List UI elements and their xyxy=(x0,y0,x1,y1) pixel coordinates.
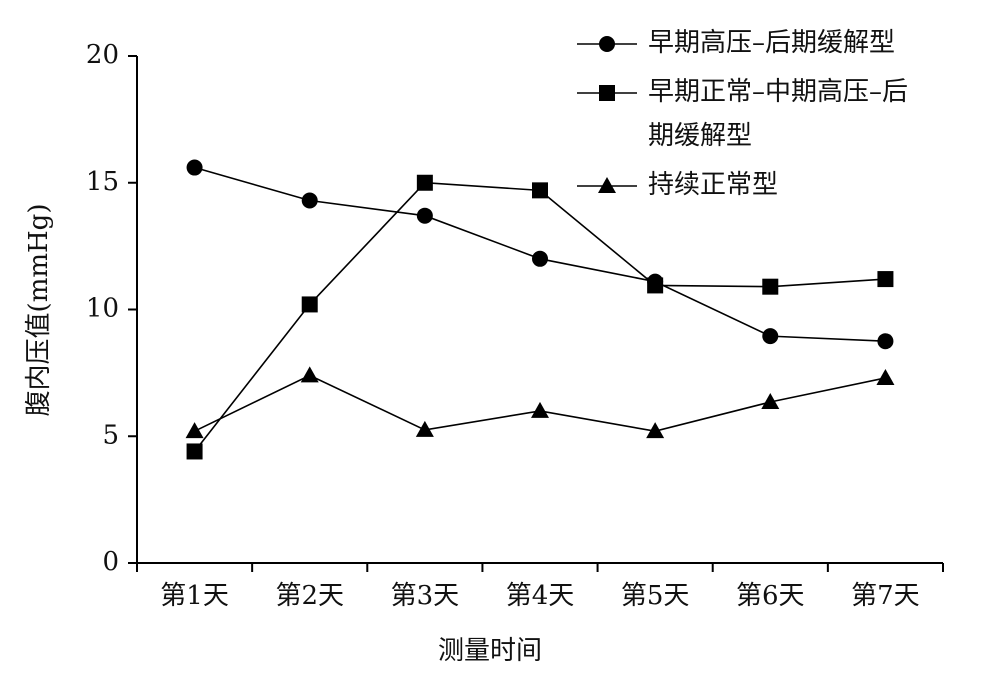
y-axis-label: 腹内压值(mmHg) xyxy=(24,204,54,417)
data-point xyxy=(762,278,779,295)
data-point xyxy=(416,174,433,191)
x-tick-label: 第3天 xyxy=(391,581,460,611)
y-tick-label: 10 xyxy=(86,294,119,324)
data-point xyxy=(532,250,548,267)
x-tick-label: 第7天 xyxy=(851,581,920,611)
data-point xyxy=(531,401,549,418)
y-tick-label: 15 xyxy=(86,167,119,197)
legend-marker xyxy=(599,85,615,101)
legend-label: 早期正常–中期高压–后期缓解型 xyxy=(648,77,908,151)
legend-marker xyxy=(598,177,616,193)
y-tick-label: 5 xyxy=(102,420,119,450)
data-point xyxy=(877,333,894,350)
data-point xyxy=(762,328,779,345)
x-tick-label: 第4天 xyxy=(506,581,575,611)
data-point xyxy=(300,366,319,383)
data-point xyxy=(532,182,548,199)
legend-marker xyxy=(599,36,615,52)
legend-label-line: 早期正常–中期高压–后 xyxy=(648,77,908,107)
x-axis-label: 测量时间 xyxy=(438,636,542,666)
data-point xyxy=(877,271,894,288)
x-tick-label: 第2天 xyxy=(275,581,344,611)
data-point xyxy=(646,422,665,439)
data-point xyxy=(876,368,895,385)
data-point xyxy=(186,443,203,460)
data-point xyxy=(301,192,318,209)
x-tick-label: 第5天 xyxy=(621,581,690,611)
legend-label: 早期高压–后期缓解型 xyxy=(648,28,895,58)
data-point xyxy=(761,393,780,410)
data-point xyxy=(415,420,434,437)
x-tick-label: 第1天 xyxy=(160,581,229,611)
data-point xyxy=(185,422,204,439)
legend-label: 持续正常型 xyxy=(648,170,778,200)
x-tick-label: 第6天 xyxy=(736,581,805,611)
y-tick-label: 20 xyxy=(86,40,119,70)
y-tick-label: 0 xyxy=(102,547,119,577)
data-point xyxy=(301,296,318,313)
data-point xyxy=(647,277,664,294)
data-point xyxy=(186,159,203,176)
data-point xyxy=(416,207,433,224)
legend-label-line: 期缓解型 xyxy=(648,121,752,151)
